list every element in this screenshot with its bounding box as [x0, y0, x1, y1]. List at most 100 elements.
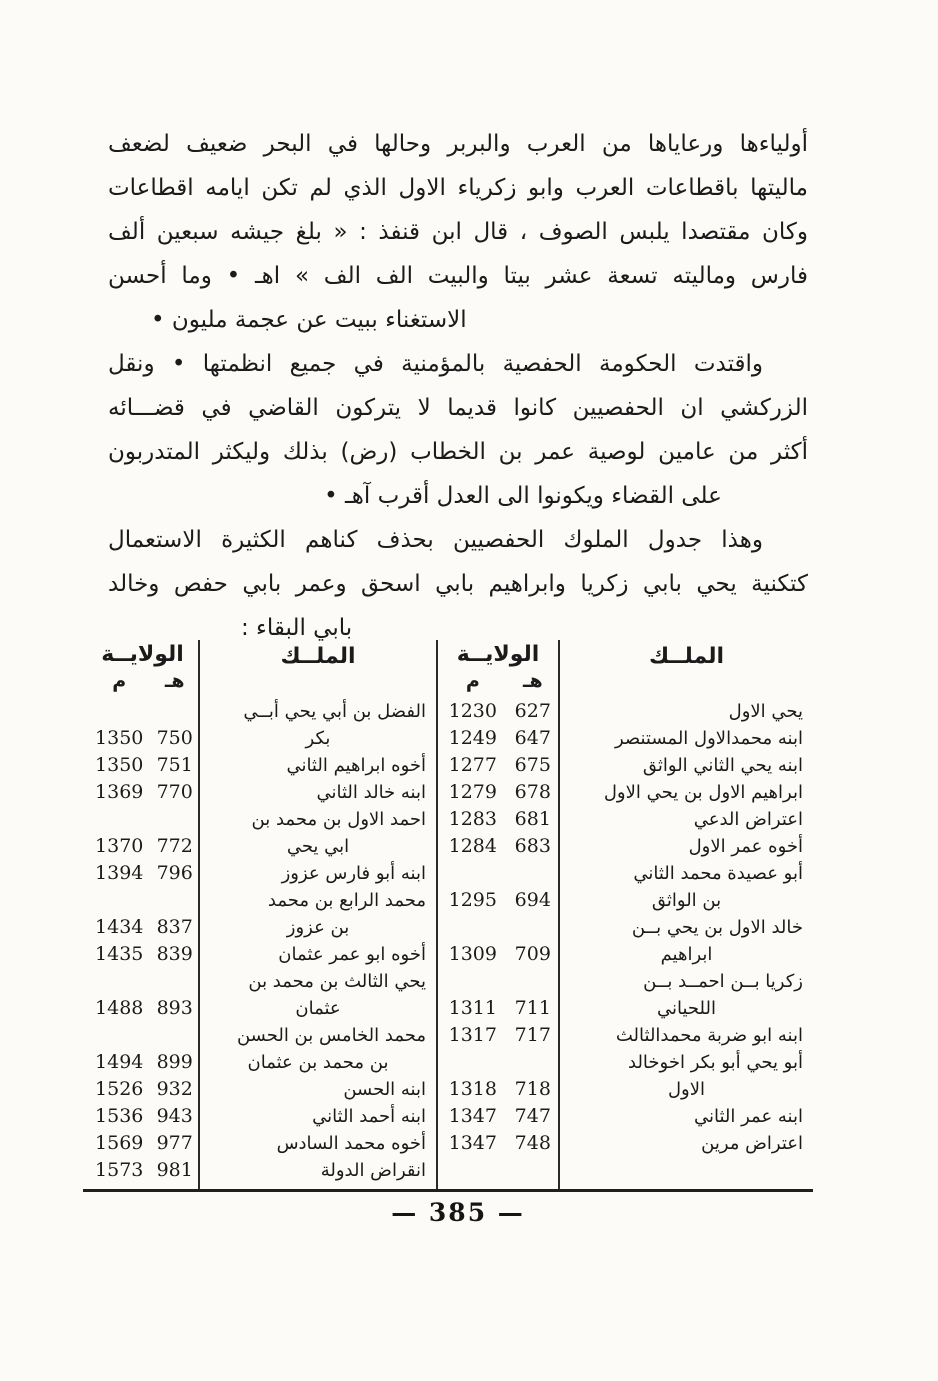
hijri-year: 627	[514, 700, 551, 722]
reign-years	[438, 1049, 558, 1076]
king-name-line: انقراض الدولة	[320, 1160, 426, 1181]
gregorian-year: 1488	[95, 997, 144, 1019]
reign-years: 683 1284	[438, 833, 558, 860]
gregorian-year: 1318	[448, 1078, 497, 1100]
body-line: وكان مقتصدا يلبس الصوف ، قال ابن قنفذ : …	[108, 219, 808, 245]
king-name-line: اللحياني	[657, 998, 716, 1019]
king-name-line: ابراهيم	[660, 944, 713, 965]
hijri-year: 709	[514, 943, 551, 965]
king-name-line: ابي يحي	[286, 836, 350, 857]
king-name-line: أبو يحي أبو بكر اخوخالد	[628, 1052, 803, 1073]
hijri-year: 675	[514, 754, 551, 776]
gregorian-year: 1309	[448, 943, 497, 965]
body-line: أولياءها ورعاياها من العرب والبربر وحاله…	[108, 131, 808, 157]
reign-years: 678 1279	[438, 779, 558, 806]
king-name-line: ابنه ابو ضربة محمدالثالث	[615, 1025, 803, 1046]
reign-years: 899 1494	[87, 1049, 198, 1076]
body-line: بابي البقاء :	[241, 615, 353, 641]
king-name-line: ابنه خالد الثاني	[316, 782, 427, 803]
hijri-year: 747	[514, 1105, 551, 1127]
gregorian-year: 1350	[95, 727, 144, 749]
gregorian-year: 1347	[448, 1105, 497, 1127]
king-name-line: أخوه عمر الاول	[688, 836, 803, 857]
hijri-year: 772	[156, 835, 193, 857]
hijri-year: 647	[514, 727, 551, 749]
body-line: وهذا جدول الملوك الحفصيين بحذف كناهم الك…	[108, 527, 763, 553]
gregorian-year: 1284	[448, 835, 497, 857]
reign-header-label: الولايــة	[456, 642, 540, 667]
reign-years	[87, 1022, 198, 1049]
gregorian-year: 1279	[448, 781, 497, 803]
hijri-year: 893	[156, 997, 193, 1019]
king-name-line: ابنه أبو فارس عزوز	[281, 863, 426, 884]
hafsid-kings-table: الملــك يحي الاول ابنه محمدالاول المستنصر ا…	[83, 640, 813, 1192]
hijri-year: 711	[514, 997, 551, 1019]
king-name-line: ابنه محمدالاول المستنصر	[614, 728, 803, 749]
king-header-label: الملــك	[280, 644, 356, 669]
king-name-line: اعتراض مرين	[701, 1133, 803, 1154]
gregorian-year: 1230	[448, 700, 497, 722]
body-text-block: أولياءها ورعاياها من العرب والبربر وحاله…	[108, 122, 808, 650]
king-name-line: بن محمد بن عثمان	[247, 1052, 389, 1073]
gregorian-year: 1369	[95, 781, 144, 803]
king-name-line: محمد الرابع بن محمد	[267, 890, 426, 911]
hijri-year: 678	[514, 781, 551, 803]
gregorian-year: 1536	[95, 1105, 144, 1127]
table-half-right: الملــك يحي الاول ابنه محمدالاول المستنصر ا…	[436, 640, 813, 1189]
reign-years	[438, 914, 558, 941]
body-line: على القضاء ويكونوا الى العدل أقرب آهـ •	[324, 483, 722, 509]
king-name-line: عثمان	[295, 998, 341, 1019]
reign-years	[87, 968, 198, 995]
gregorian-year: 1295	[448, 889, 497, 911]
reign-header-label: الولايــة	[101, 642, 184, 667]
body-line: الزركشي ان الحفصيين كانوا قديما لا يتركو…	[108, 395, 808, 421]
reign-years: 943 1536	[87, 1103, 198, 1130]
king-column-header: الملــك	[200, 640, 436, 698]
reign-years: 627 1230	[438, 698, 558, 725]
hijri-year: 839	[156, 943, 193, 965]
gregorian-year: 1434	[95, 916, 144, 938]
king-column-header: الملــك	[560, 640, 813, 698]
hijri-year: 981	[156, 1159, 193, 1181]
king-name-line: ابنه الحسن	[343, 1079, 426, 1100]
gregorian-year: 1569	[95, 1132, 144, 1154]
king-name-line: اعتراض الدعي	[693, 809, 803, 830]
reign-subheader: هـ م	[87, 670, 198, 692]
reign-years: 770 1369	[87, 779, 198, 806]
hijri-year: 751	[156, 754, 193, 776]
king-name-line: أبو عصيدة محمد الثاني	[633, 863, 803, 884]
reign-years: 709 1309	[438, 941, 558, 968]
reign-years	[438, 968, 558, 995]
gregorian-year: 1494	[95, 1051, 144, 1073]
gregorian-column-label: م	[465, 670, 480, 692]
king-name-line: الاول	[667, 1079, 706, 1100]
king-name-line: ابنه يحي الثاني الواثق	[642, 755, 803, 776]
reign-years: 718 1318	[438, 1076, 558, 1103]
king-name-line: يحي الاول	[728, 701, 803, 722]
gregorian-year: 1435	[95, 943, 144, 965]
reign-years	[87, 698, 198, 725]
reign-years: 837 1434	[87, 914, 198, 941]
king-name-line: بن الواثق	[651, 890, 722, 911]
gregorian-year: 1283	[448, 808, 497, 830]
reign-years	[87, 806, 198, 833]
hijri-year: 681	[514, 808, 551, 830]
king-name-line: زكريا بــن احمــد بــن	[643, 971, 803, 992]
reign-years: 717 1317	[438, 1022, 558, 1049]
king-name-line: أخوه محمد السادس	[276, 1133, 426, 1154]
hijri-column-label: هـ	[164, 670, 185, 692]
gregorian-year: 1347	[448, 1132, 497, 1154]
king-name-line: ابنه عمر الثاني	[693, 1106, 803, 1127]
reign-years: 751 1350	[87, 752, 198, 779]
king-name-line: ابنه أحمد الثاني	[312, 1106, 426, 1127]
king-name-line: احمد الاول بن محمد بن	[251, 809, 426, 830]
king-name-line: بن عزوز	[286, 917, 350, 938]
reign-years: 796 1394	[87, 860, 198, 887]
king-name-line: بكر	[305, 728, 331, 749]
king-name-line: خالد الاول بن يحي بــن	[631, 917, 803, 938]
reign-years: 977 1569	[87, 1130, 198, 1157]
hijri-year: 683	[514, 835, 551, 857]
gregorian-year: 1249	[448, 727, 497, 749]
body-line: كتكنية يحي بابي زكريا وابراهيم بابي اسحق…	[108, 571, 808, 597]
